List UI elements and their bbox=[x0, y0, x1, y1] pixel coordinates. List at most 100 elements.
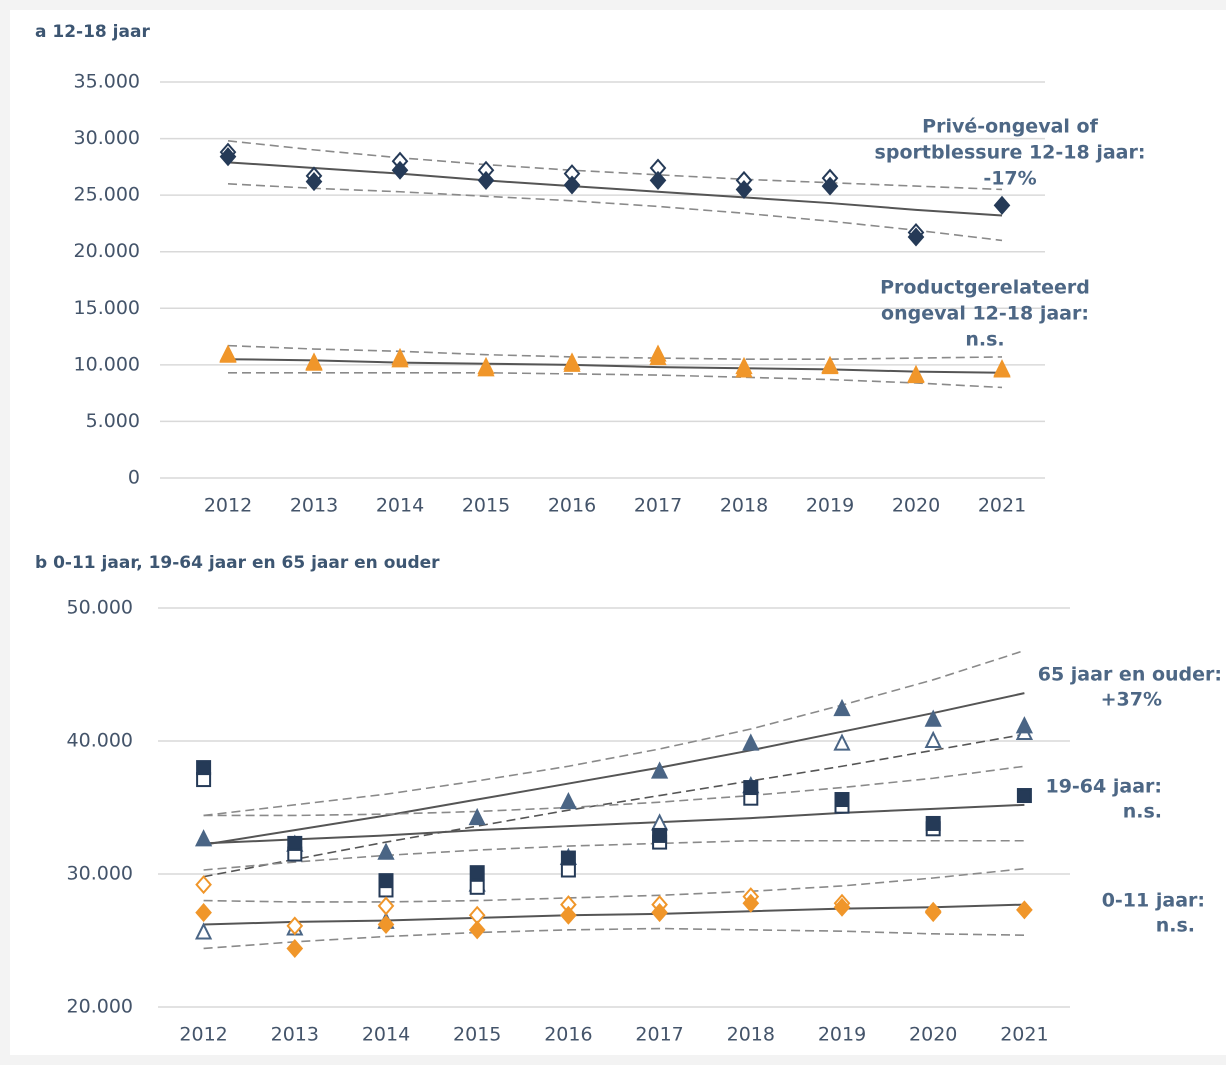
x-tick-label: 2017 bbox=[635, 1024, 683, 1046]
confidence-line bbox=[203, 927, 1025, 950]
y-tick-label: 40.000 bbox=[67, 730, 133, 752]
x-tick-label: 2012 bbox=[179, 1024, 227, 1046]
diamond-marker bbox=[195, 903, 212, 923]
x-tick-label: 2019 bbox=[818, 1024, 866, 1046]
trend-line bbox=[227, 358, 1003, 374]
triangle-marker bbox=[477, 359, 495, 377]
square-marker bbox=[1016, 788, 1032, 804]
triangle-marker bbox=[468, 807, 486, 826]
annotation: Privé-ongeval of bbox=[922, 116, 1098, 138]
annotation: 65 jaar en ouder: bbox=[1038, 664, 1222, 686]
annotation: 19-64 jaar: bbox=[1045, 776, 1162, 798]
diamond-marker bbox=[286, 938, 304, 958]
triangle-marker bbox=[833, 698, 851, 717]
x-tick-label: 2021 bbox=[1000, 1024, 1048, 1046]
triangle-marker bbox=[924, 730, 942, 748]
y-tick-label: 10.000 bbox=[74, 353, 140, 375]
triangle-marker bbox=[735, 360, 753, 378]
annotation: n.s. bbox=[1123, 801, 1162, 823]
triangle-marker bbox=[742, 733, 760, 751]
triangle-marker bbox=[219, 345, 237, 363]
square-marker bbox=[834, 792, 850, 808]
triangle-marker bbox=[559, 791, 578, 810]
x-tick-label: 2018 bbox=[720, 495, 768, 517]
diamond-marker bbox=[651, 903, 668, 923]
triangle-marker bbox=[1015, 716, 1034, 734]
y-tick-label: 20.000 bbox=[74, 240, 140, 262]
triangle-marker bbox=[821, 356, 839, 375]
diamond-marker bbox=[907, 227, 925, 247]
diamond-marker bbox=[195, 875, 212, 895]
annotation: 0-11 jaar: bbox=[1102, 890, 1205, 912]
confidence-line bbox=[227, 183, 1003, 242]
square-marker bbox=[560, 850, 576, 866]
diamond-marker bbox=[821, 176, 839, 196]
triangle-marker bbox=[993, 360, 1011, 378]
x-tick-label: 2016 bbox=[544, 1024, 592, 1046]
triangle-marker bbox=[907, 365, 925, 384]
y-tick-label: 15.000 bbox=[74, 297, 140, 319]
y-tick-label: 30.000 bbox=[74, 127, 140, 149]
diamond-marker bbox=[563, 175, 581, 195]
diamond-marker bbox=[377, 896, 395, 916]
square-marker bbox=[196, 760, 212, 776]
x-tick-label: 2019 bbox=[806, 495, 854, 517]
annotation: Productgerelateerd bbox=[880, 277, 1090, 299]
x-tick-label: 2012 bbox=[204, 495, 252, 517]
y-tick-label: 25.000 bbox=[74, 184, 140, 206]
square-marker bbox=[378, 873, 394, 889]
x-tick-label: 2013 bbox=[271, 1024, 319, 1046]
y-tick-label: 35.000 bbox=[74, 71, 140, 93]
diamond-marker bbox=[305, 172, 323, 192]
trend-line bbox=[227, 161, 1003, 217]
triangle-marker bbox=[650, 761, 669, 779]
trend-line bbox=[203, 903, 1025, 926]
annotation: n.s. bbox=[1156, 915, 1195, 937]
x-tick-label: 2020 bbox=[909, 1024, 957, 1046]
square-marker bbox=[287, 835, 303, 851]
triangle-marker bbox=[391, 350, 409, 368]
x-tick-label: 2016 bbox=[548, 495, 596, 517]
chart-title: b 0-11 jaar, 19-64 jaar en 65 jaar en ou… bbox=[35, 553, 440, 573]
x-tick-label: 2014 bbox=[362, 1024, 410, 1046]
triangle-marker bbox=[649, 347, 667, 366]
x-tick-label: 2018 bbox=[727, 1024, 775, 1046]
confidence-line bbox=[227, 344, 1003, 360]
confidence-line bbox=[203, 867, 1025, 903]
y-tick-label: 0 bbox=[128, 467, 140, 489]
x-tick-label: 2013 bbox=[290, 495, 338, 517]
confidence-line bbox=[203, 733, 1025, 878]
square-marker bbox=[652, 827, 668, 843]
confidence-line bbox=[228, 371, 1003, 389]
triangle-marker bbox=[377, 842, 395, 860]
confidence-line bbox=[227, 140, 1003, 191]
diamond-marker bbox=[219, 147, 237, 167]
diamond-marker bbox=[735, 179, 753, 200]
diamond-marker bbox=[833, 897, 851, 917]
diamond-marker bbox=[742, 893, 760, 913]
square-marker bbox=[743, 780, 759, 796]
x-tick-label: 2021 bbox=[978, 495, 1026, 517]
diamond-marker bbox=[1016, 900, 1033, 920]
confidence-line bbox=[203, 839, 1025, 871]
x-tick-label: 2015 bbox=[453, 1024, 501, 1046]
annotation: -17% bbox=[983, 168, 1036, 190]
diamond-marker bbox=[477, 170, 495, 190]
y-tick-label: 20.000 bbox=[67, 996, 133, 1018]
square-marker bbox=[469, 879, 485, 895]
x-tick-label: 2020 bbox=[892, 495, 940, 517]
triangle-marker bbox=[563, 354, 581, 372]
y-tick-label: 5.000 bbox=[86, 410, 140, 432]
diamond-marker bbox=[649, 170, 667, 190]
annotation: sportblessure 12-18 jaar: bbox=[875, 142, 1146, 164]
background bbox=[10, 10, 1226, 1055]
diamond-marker bbox=[377, 915, 395, 935]
confidence-line bbox=[203, 649, 1025, 817]
triangle-marker bbox=[305, 353, 323, 371]
y-tick-label: 30.000 bbox=[67, 863, 133, 885]
y-tick-label: 50.000 bbox=[67, 597, 133, 619]
diamond-marker bbox=[468, 920, 486, 940]
diamond-marker bbox=[391, 160, 409, 180]
